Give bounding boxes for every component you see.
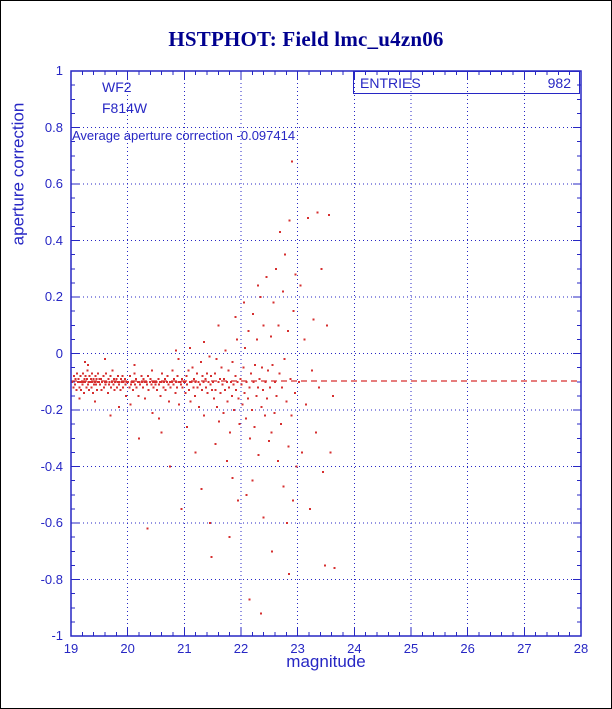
y-tick-label: 0 xyxy=(55,345,63,361)
camera-label: WF2 xyxy=(102,79,132,95)
x-axis-label: magnitude xyxy=(286,652,366,671)
filter-label: F814W xyxy=(102,100,148,116)
plot-frame xyxy=(70,70,582,637)
x-tick-label: 23 xyxy=(290,641,305,656)
average-correction-text: Average aperture correction -0.097414 xyxy=(72,128,296,143)
entries-stat-box: ENTRIES 982 xyxy=(353,71,580,94)
y-tick-label: -0.8 xyxy=(40,571,63,587)
y-tick-label: -0.4 xyxy=(40,458,63,474)
grid-lines xyxy=(71,71,581,636)
entries-label: ENTRIES xyxy=(360,74,421,91)
x-tick-label: 28 xyxy=(573,641,589,656)
x-tick-label: 24 xyxy=(347,641,362,656)
x-tick-label: 20 xyxy=(120,641,135,656)
y-tick-label: 0.8 xyxy=(44,119,63,135)
x-tick-label: 22 xyxy=(233,641,249,656)
y-tick-label: -0.6 xyxy=(40,515,63,530)
x-tick-label: 19 xyxy=(63,641,79,656)
y-tick-label: -0.2 xyxy=(40,402,63,417)
x-tick-label: 21 xyxy=(177,641,192,656)
entries-value: 982 xyxy=(547,74,571,91)
y-tick-label: 0.6 xyxy=(44,176,63,191)
x-tick-label: 26 xyxy=(460,641,475,656)
y-tick-label: -1 xyxy=(51,628,63,643)
y-tick-label: 1 xyxy=(55,63,63,78)
x-tick-label: 25 xyxy=(403,641,419,656)
x-tick-label: 27 xyxy=(517,641,532,656)
y-tick-label: 0.4 xyxy=(44,232,63,248)
y-tick-label: 0.2 xyxy=(44,289,63,304)
page-title: HSTPHOT: Field lmc_u4zn06 xyxy=(168,27,444,51)
scatter-points xyxy=(71,160,336,615)
